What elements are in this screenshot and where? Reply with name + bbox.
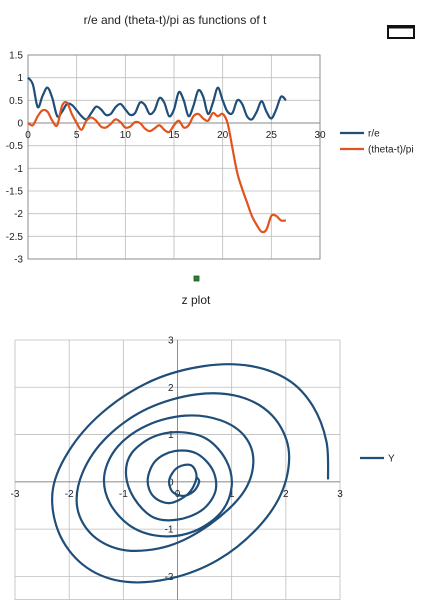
chart2-y-tick-label: 3 xyxy=(168,336,174,347)
chart1-y-tick-label: 0 xyxy=(17,119,23,130)
chart2-y-tick-label: 1 xyxy=(168,430,174,441)
chart2-x-tick-label: -2 xyxy=(65,489,74,500)
chart2-x-tick-label: 2 xyxy=(283,489,289,500)
chart1-series-line-1 xyxy=(27,100,287,234)
chart2-y-ticks: 3 2 1 0 -1 -2 xyxy=(165,336,174,583)
chart2-y-tick-label: 0 xyxy=(168,477,174,488)
chart2-series-line-0 xyxy=(51,363,330,584)
chart2-series xyxy=(51,363,330,584)
chart1-title: r/e and (theta-t)/pi as functions of t xyxy=(84,13,267,27)
chart2-y-tick-label: 2 xyxy=(168,383,174,394)
chart2-y-tick-label: -1 xyxy=(165,525,174,536)
chart1-x-tick-label: 25 xyxy=(266,130,278,141)
chart1-x-tick-label: 5 xyxy=(74,130,80,141)
chart1-y-tick-label: 1.5 xyxy=(9,51,23,62)
chart1-y-tick-label: -3 xyxy=(14,255,23,266)
chart2-y-tick-label: -2 xyxy=(165,572,174,583)
chart1-y-ticks: 1.5 1 0.5 0 -0.5 -1 -1.5 -2 -2.5 -3 xyxy=(6,51,24,266)
chart1-x-ticks: 0 5 10 15 20 25 30 xyxy=(25,130,326,141)
chart1-y-tick-label: 0.5 xyxy=(9,96,23,107)
chart1-y-tick-label: -2 xyxy=(14,209,23,220)
chart1-plot-area xyxy=(27,54,321,260)
chart1-x-tick-label: 15 xyxy=(168,130,180,141)
chart1-y-tick-label: -1.5 xyxy=(6,187,24,198)
chart1-y-tick-label: -0.5 xyxy=(6,141,24,152)
chart1-series xyxy=(27,76,287,234)
chart1-x-tick-label: 30 xyxy=(314,130,326,141)
chart1-x-tick-label: 20 xyxy=(217,130,229,141)
selection-handle[interactable] xyxy=(193,275,200,282)
chart1-x-tick-label: 0 xyxy=(25,130,31,141)
chart1-x-tick-label: 10 xyxy=(120,130,132,141)
chart1-legend-label: r/e xyxy=(368,129,380,140)
chart2-x-tick-label: 3 xyxy=(337,489,343,500)
chart1-series-line-0 xyxy=(27,76,287,121)
chart1-legend: r/e (theta-t)/pi xyxy=(340,129,414,156)
chart1-legend-label: (theta-t)/pi xyxy=(368,145,414,156)
maximize-icon[interactable] xyxy=(387,25,415,39)
chart2-legend-label: Y xyxy=(388,454,395,465)
chart2-title: z plot xyxy=(182,293,211,307)
chart2-x-tick-label: -3 xyxy=(11,489,20,500)
chart2-axes xyxy=(15,340,340,600)
chart2-x-tick-label: -1 xyxy=(119,489,128,500)
chart1-y-tick-label: 1 xyxy=(17,73,23,84)
chart1-gridlines xyxy=(27,54,321,260)
chart1-y-tick-label: -2.5 xyxy=(6,232,24,243)
chart2-legend: Y xyxy=(360,454,395,465)
chart1-y-tick-label: -1 xyxy=(14,164,23,175)
chart2-x-tick-label: 1 xyxy=(229,489,235,500)
